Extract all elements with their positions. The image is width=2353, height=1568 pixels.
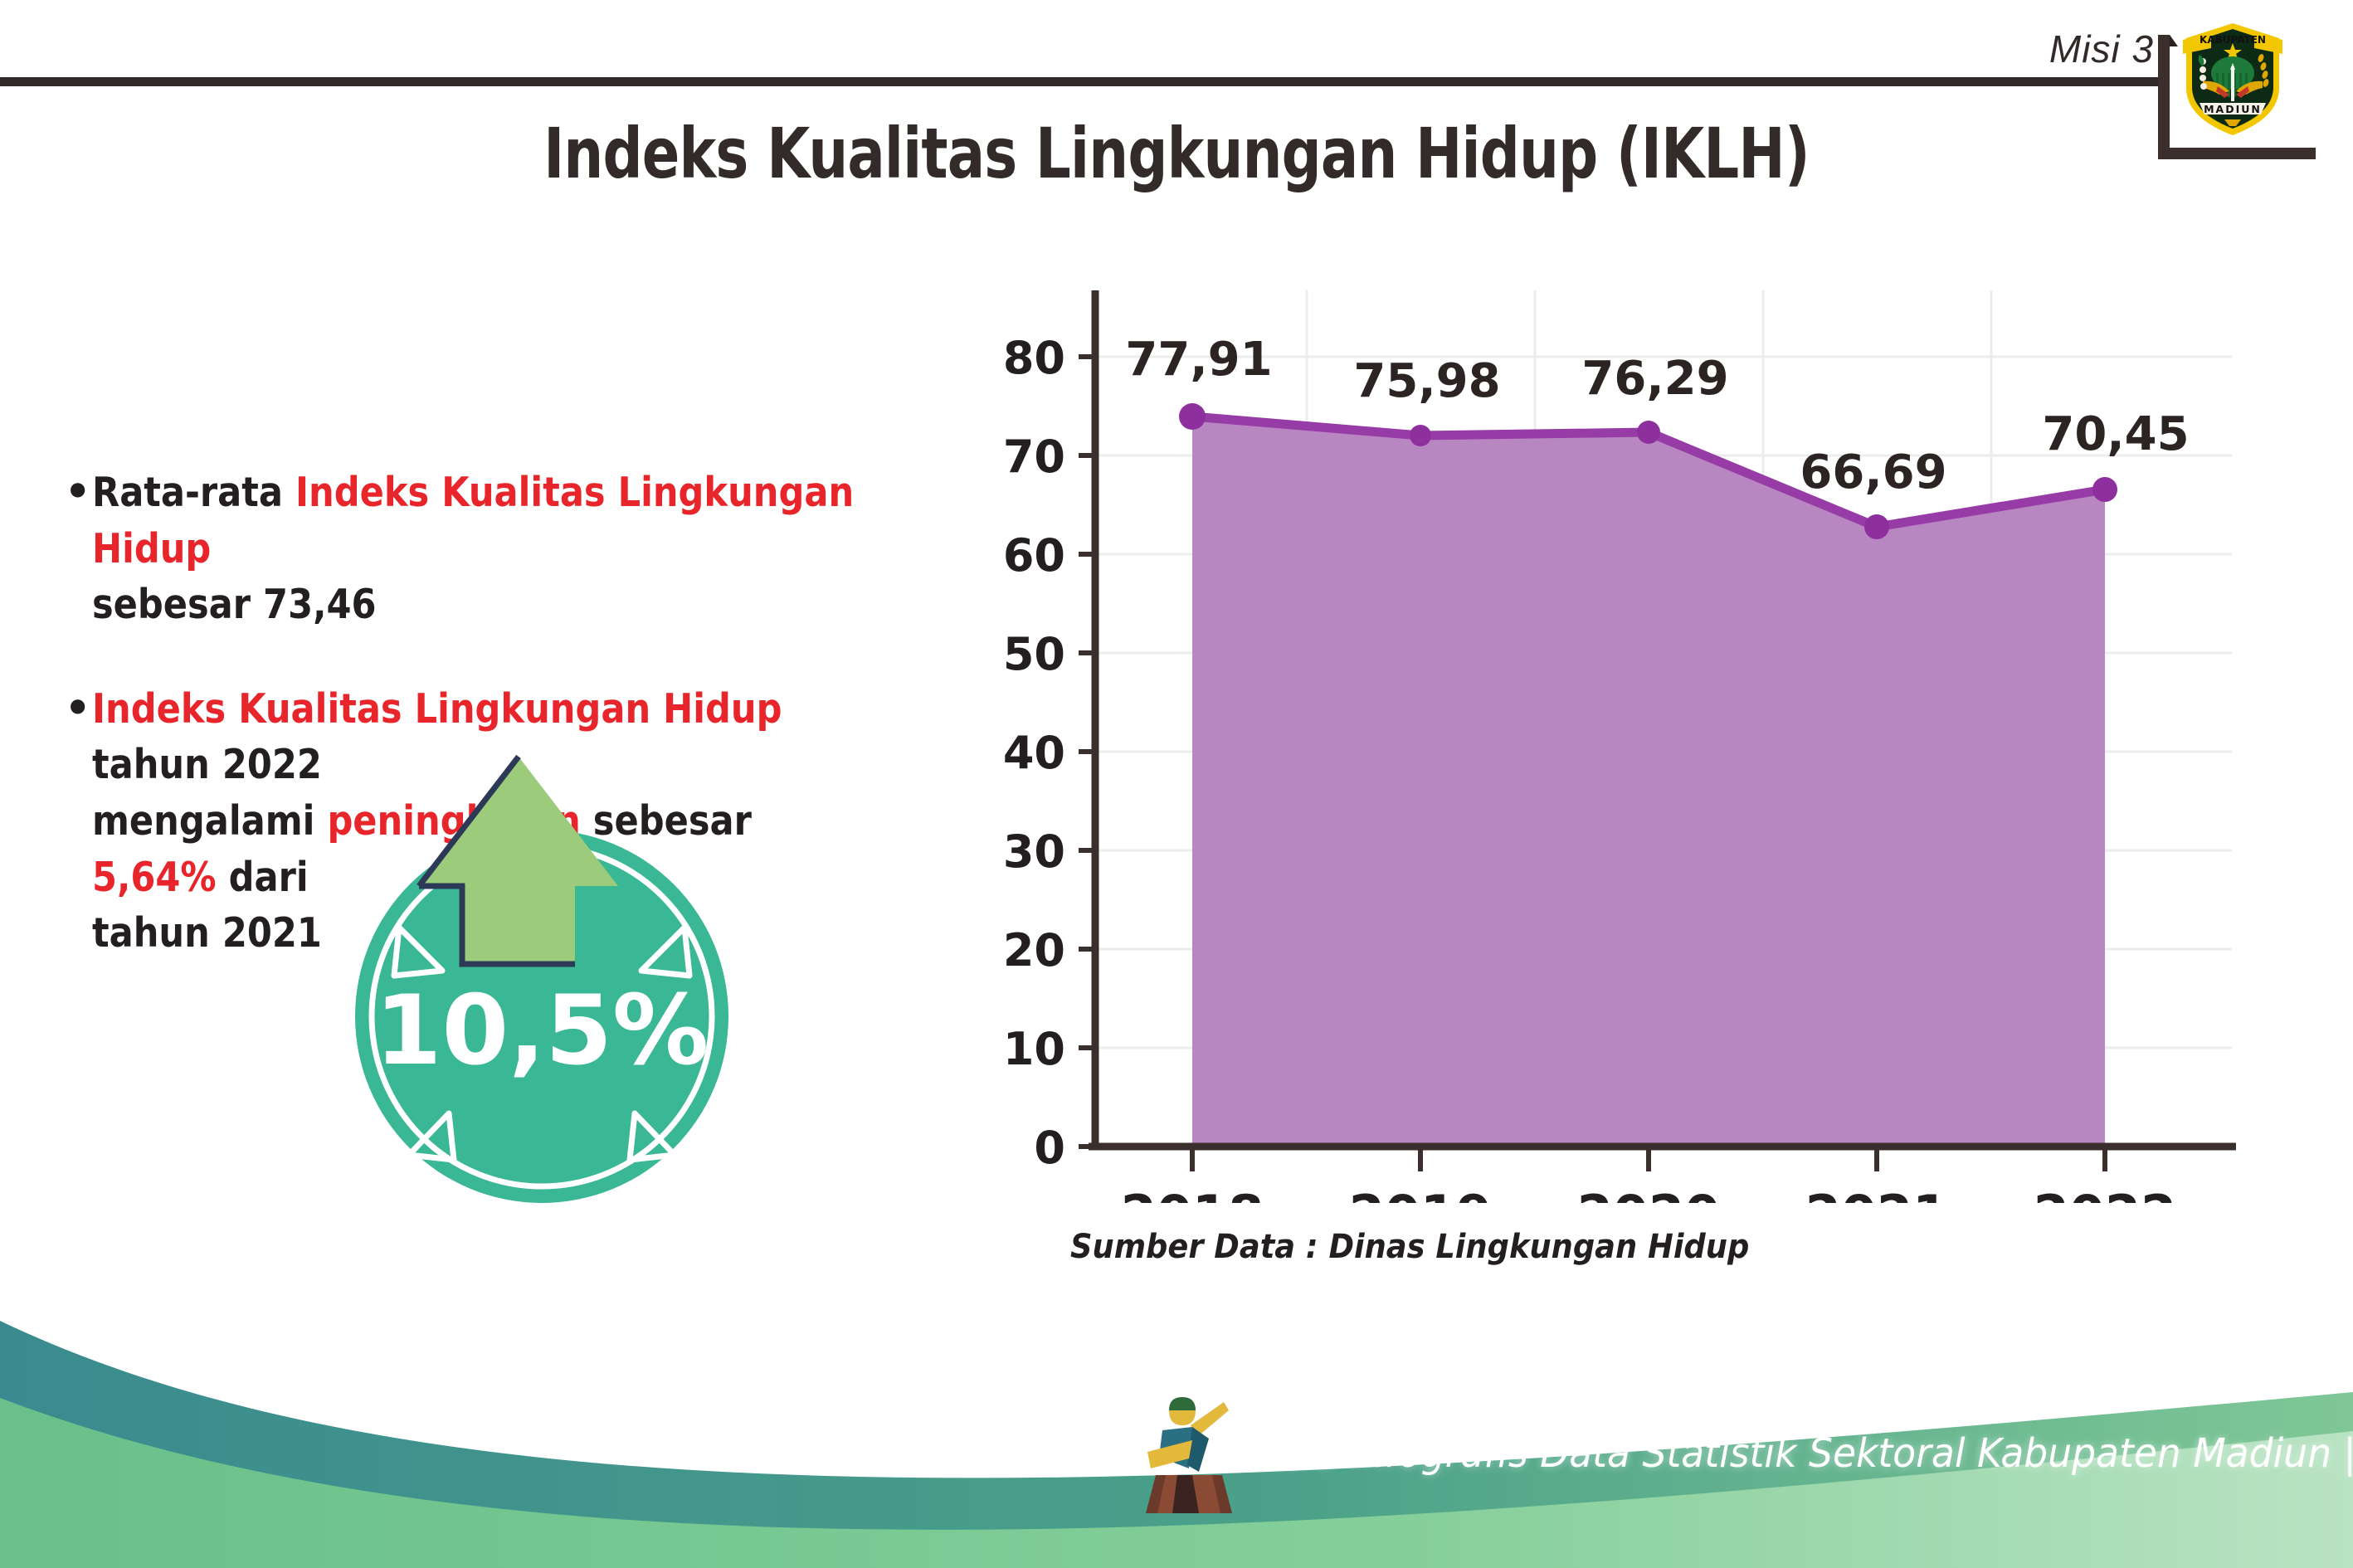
bullet0-pre: Rata-rata — [92, 469, 296, 516]
bullet-item-average: • Rata-rata Indeks Kualitas Lingkungan H… — [65, 465, 994, 633]
datalabel-2020: 76,29 — [1581, 352, 1728, 406]
ytick-70: 70 — [1003, 431, 1065, 483]
header-bracket-vertical — [2158, 35, 2178, 159]
ytick-0: 0 — [1034, 1122, 1065, 1174]
ytick-60: 60 — [1003, 529, 1065, 582]
ytick-30: 30 — [1003, 825, 1065, 878]
mission-label: Misi 3 — [2049, 27, 2154, 71]
datalabel-2019: 75,98 — [1353, 354, 1500, 408]
footer-waves — [0, 1321, 2353, 1568]
chart-canvas: 80 70 60 50 40 30 20 10 0 2018 2019 2020… — [1003, 290, 2236, 1203]
ytick-10: 10 — [1003, 1023, 1065, 1075]
bullet-text-average: Rata-rata Indeks Kualitas Lingkungan Hid… — [92, 465, 885, 633]
growth-badge-graphic: 10,5% — [355, 754, 728, 1203]
ytick-20: 20 — [1003, 924, 1065, 976]
bullet1-post: tahun 2022 — [92, 741, 323, 789]
datalabel-2021: 66,69 — [1800, 446, 1946, 499]
badge-up-arrow — [419, 757, 618, 964]
badge-circle — [355, 830, 728, 1203]
bullet-marker: • — [65, 684, 91, 732]
footer-wave-bottom — [0, 1398, 2353, 1568]
bullet0-highlight: Indeks Kualitas Lingkungan Hidup — [92, 469, 855, 572]
svg-text:MADIUN: MADIUN — [2204, 103, 2262, 115]
xtick-2022: 2022 — [2034, 1184, 2177, 1203]
datalabel-2022: 70,45 — [2042, 407, 2189, 461]
bullet-marker: • — [65, 468, 91, 515]
chart-data-labels: 77,91 75,98 76,29 66,69 70,45 — [1125, 333, 2189, 499]
page-title: Indeks Kualitas Lingkungan Hidup (IKLH) — [543, 113, 1810, 194]
iklh-area-chart: 80 70 60 50 40 30 20 10 0 2018 2019 2020… — [979, 274, 2240, 1203]
bullet1-highlight: Indeks Kualitas Lingkungan Hidup — [92, 684, 782, 733]
xtick-2019: 2019 — [1349, 1184, 1493, 1203]
growth-badge: 10,5% — [326, 747, 758, 1211]
header-bracket-horizontal — [2158, 148, 2316, 159]
badge-corner-arrows — [391, 924, 693, 1163]
bullet1-l2-post: dari — [216, 853, 309, 901]
badge-value: 10,5% — [375, 975, 709, 1087]
kabupaten-madiun-crest-icon: KABUPATEN MADIUN — [2183, 23, 2282, 135]
chart-x-tick-labels: 2018 2019 2020 2021 2022 — [1121, 1184, 2177, 1203]
chart-markers — [1179, 403, 2117, 539]
bullet0-line2: sebesar 73,46 — [92, 581, 377, 629]
xtick-2021: 2021 — [1805, 1184, 1949, 1203]
xtick-2020: 2020 — [1577, 1184, 1721, 1203]
chart-y-tick-labels: 80 70 60 50 40 30 20 10 0 — [1003, 332, 1065, 1174]
ytick-80: 80 — [1003, 332, 1065, 384]
datalabel-2018: 77,91 — [1125, 333, 1272, 387]
statistic-human-figure-icon — [1146, 1397, 1232, 1513]
ytick-50: 50 — [1003, 628, 1065, 680]
svg-text:KABUPATEN: KABUPATEN — [2200, 34, 2266, 46]
bullet-item-increase: • Indeks Kualitas Lingkungan Hidup tahun… — [65, 681, 994, 962]
chart-y-ticks — [1079, 354, 1095, 1149]
chart-x-ticks — [1190, 1147, 2107, 1171]
chart-source-note: Sumber Data : Dinas Lingkungan Hidup — [1070, 1228, 1750, 1266]
header-rule — [0, 77, 2165, 86]
xtick-2018: 2018 — [1121, 1184, 1264, 1203]
ytick-40: 40 — [1003, 727, 1065, 779]
bullet1-l2-pre: mengalami — [92, 797, 328, 845]
bullet-text-increase: Indeks Kualitas Lingkungan Hidup tahun 2… — [92, 681, 885, 962]
bullet1-l2-percent: 5,64% — [92, 853, 217, 901]
footer-caption: Media Infografis Data Statistik Sektoral… — [1224, 1430, 2353, 1477]
bullet-list: • Rata-rata Indeks Kualitas Lingkungan H… — [65, 465, 994, 1010]
bullet1-l3: tahun 2021 — [92, 909, 323, 957]
chart-area-fill — [1192, 416, 2105, 1147]
badge-arrow-outline — [417, 754, 575, 967]
bullet1-l2-mid: sebesar — [581, 797, 753, 845]
